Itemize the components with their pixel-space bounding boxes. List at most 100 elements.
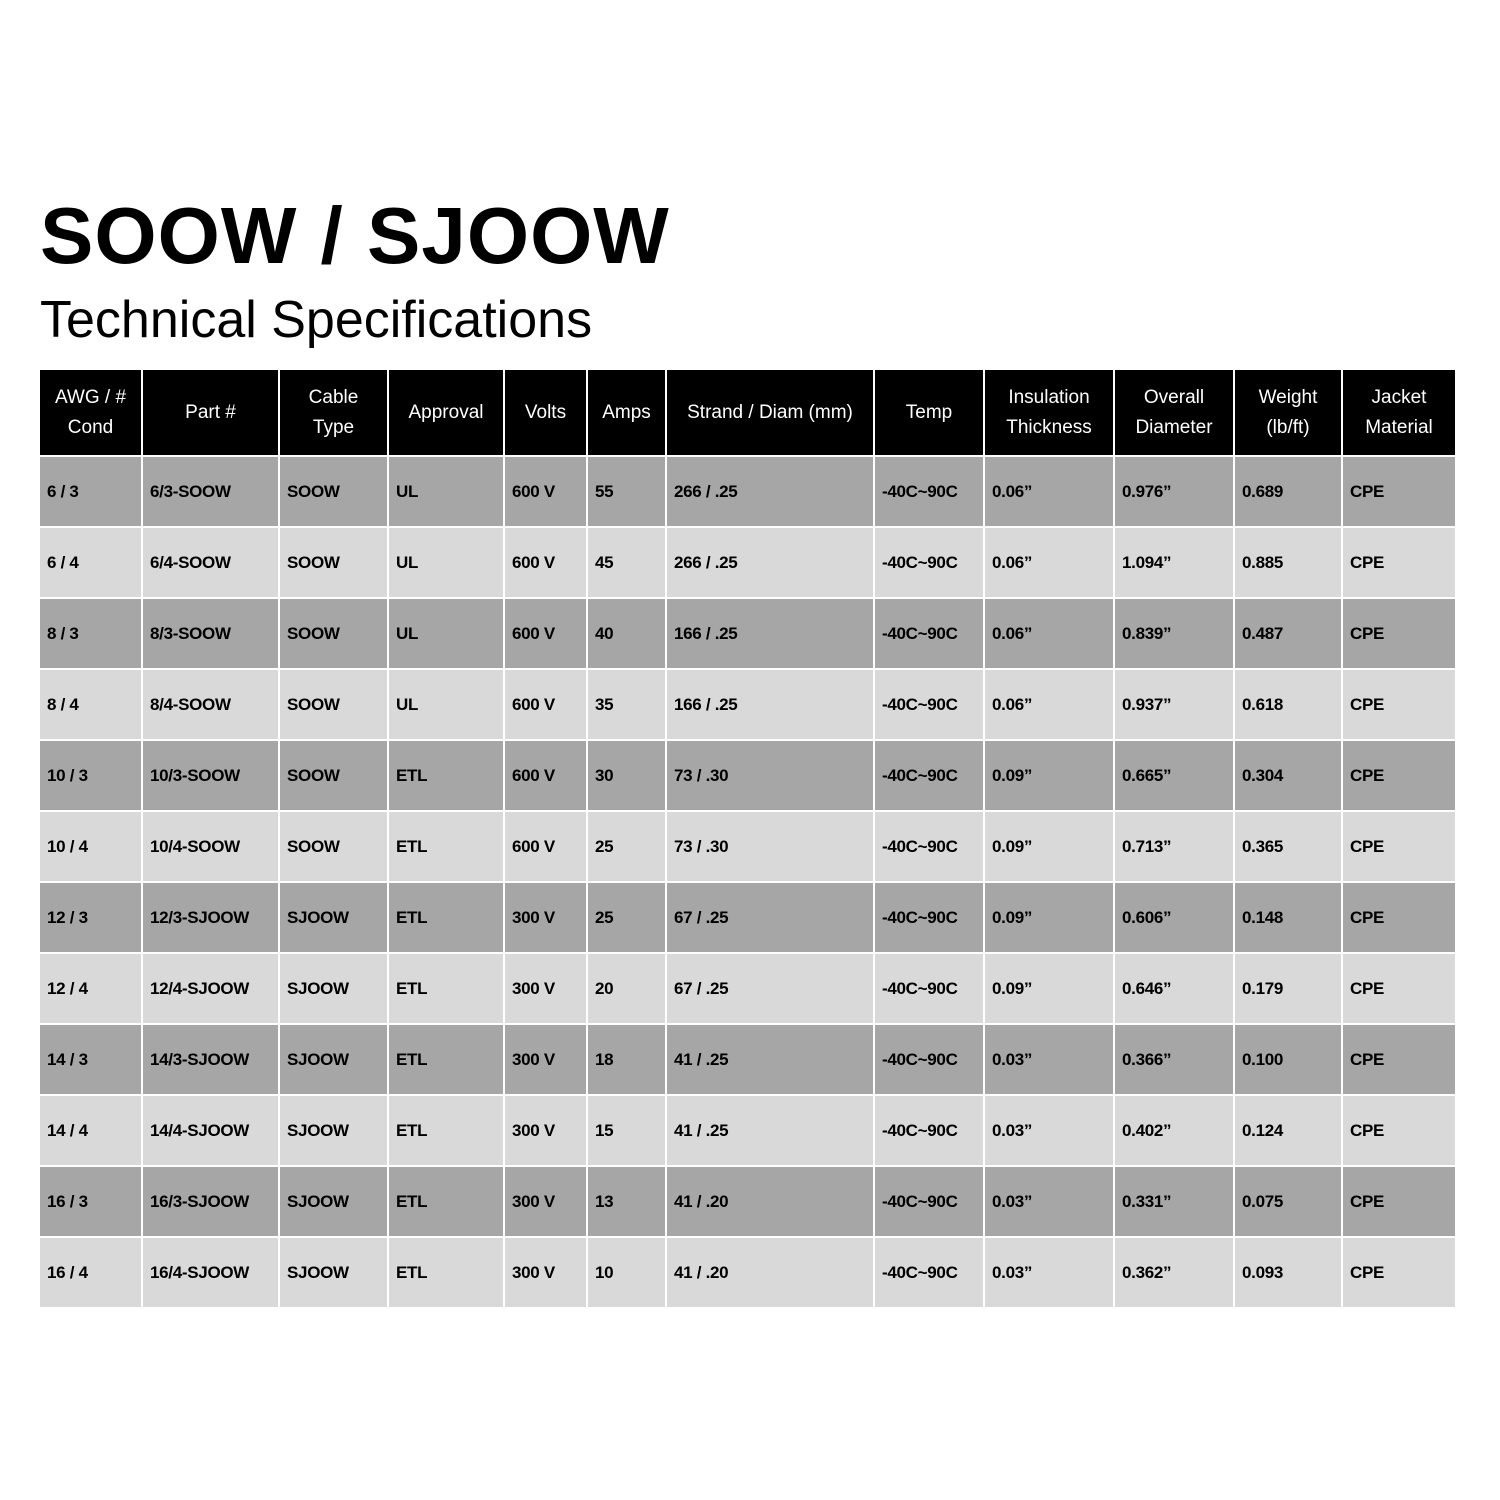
table-cell: CPE <box>1343 528 1455 597</box>
table-cell: SOOW <box>280 528 387 597</box>
column-header: Weight (lb/ft) <box>1235 370 1341 455</box>
table-cell: 0.09” <box>985 883 1113 952</box>
table-cell: 600 V <box>505 528 586 597</box>
table-cell: 12/4-SJOOW <box>143 954 278 1023</box>
table-cell: 10/4-SOOW <box>143 812 278 881</box>
table-cell: ETL <box>389 741 503 810</box>
table-cell: CPE <box>1343 1096 1455 1165</box>
table-cell: 12/3-SJOOW <box>143 883 278 952</box>
table-cell: 8 / 3 <box>40 599 141 668</box>
spec-table: AWG / # Cond Part # Cable Type Approval Volt… <box>40 370 1460 1307</box>
table-cell: 0.304 <box>1235 741 1341 810</box>
table-cell: SJOOW <box>280 954 387 1023</box>
table-cell: 10 / 4 <box>40 812 141 881</box>
table-cell: 67 / .25 <box>667 883 873 952</box>
table-cell: -40C~90C <box>875 1167 983 1236</box>
table-cell: 266 / .25 <box>667 528 873 597</box>
table-cell: -40C~90C <box>875 670 983 739</box>
table-cell: SOOW <box>280 741 387 810</box>
table-cell: CPE <box>1343 1167 1455 1236</box>
table-cell: SOOW <box>280 599 387 668</box>
table-cell: 0.839” <box>1115 599 1233 668</box>
table-cell: 0.09” <box>985 812 1113 881</box>
table-cell: 14/3-SJOOW <box>143 1025 278 1094</box>
table-cell: 25 <box>588 812 665 881</box>
column-header: Amps <box>588 370 665 455</box>
table-cell: -40C~90C <box>875 457 983 526</box>
table-cell: 0.618 <box>1235 670 1341 739</box>
column-header: Temp <box>875 370 983 455</box>
table-cell: 40 <box>588 599 665 668</box>
column-header: Approval <box>389 370 503 455</box>
table-cell: CPE <box>1343 599 1455 668</box>
table-cell: 0.885 <box>1235 528 1341 597</box>
table-cell: -40C~90C <box>875 883 983 952</box>
table-cell: ETL <box>389 1167 503 1236</box>
table-cell: 6 / 3 <box>40 457 141 526</box>
table-cell: 0.689 <box>1235 457 1341 526</box>
table-cell: 20 <box>588 954 665 1023</box>
table-cell: SOOW <box>280 457 387 526</box>
table-cell: 266 / .25 <box>667 457 873 526</box>
table-cell: 10 <box>588 1238 665 1307</box>
table-cell: 35 <box>588 670 665 739</box>
table-cell: 0.09” <box>985 954 1113 1023</box>
page-title: SOOW / SJOOW <box>40 191 670 280</box>
table-cell: 300 V <box>505 1238 586 1307</box>
table-cell: 0.03” <box>985 1025 1113 1094</box>
table-cell: -40C~90C <box>875 1238 983 1307</box>
table-cell: 0.06” <box>985 599 1113 668</box>
table-cell: CPE <box>1343 741 1455 810</box>
table-cell: 41 / .25 <box>667 1025 873 1094</box>
table-cell: 18 <box>588 1025 665 1094</box>
table-cell: 16 / 4 <box>40 1238 141 1307</box>
table-cell: -40C~90C <box>875 528 983 597</box>
column-header: AWG / # Cond <box>40 370 141 455</box>
table-cell: 10/3-SOOW <box>143 741 278 810</box>
table-cell: CPE <box>1343 1025 1455 1094</box>
table-cell: -40C~90C <box>875 599 983 668</box>
table-cell: 0.03” <box>985 1096 1113 1165</box>
table-cell: 0.03” <box>985 1238 1113 1307</box>
table-cell: -40C~90C <box>875 812 983 881</box>
table-cell: CPE <box>1343 670 1455 739</box>
table-cell: -40C~90C <box>875 1025 983 1094</box>
table-cell: 67 / .25 <box>667 954 873 1023</box>
table-cell: 0.06” <box>985 457 1113 526</box>
table-cell: CPE <box>1343 812 1455 881</box>
table-cell: SJOOW <box>280 883 387 952</box>
table-cell: 0.06” <box>985 528 1113 597</box>
table-cell: 0.09” <box>985 741 1113 810</box>
table-cell: 13 <box>588 1167 665 1236</box>
table-cell: 10 / 3 <box>40 741 141 810</box>
table-cell: 14/4-SJOOW <box>143 1096 278 1165</box>
table-cell: 41 / .25 <box>667 1096 873 1165</box>
table-cell: 0.124 <box>1235 1096 1341 1165</box>
table-cell: 0.665” <box>1115 741 1233 810</box>
table-cell: 0.937” <box>1115 670 1233 739</box>
column-header: Overall Diameter <box>1115 370 1233 455</box>
table-cell: 73 / .30 <box>667 812 873 881</box>
table-cell: 300 V <box>505 1096 586 1165</box>
table-cell: 0.075 <box>1235 1167 1341 1236</box>
table-cell: 300 V <box>505 1025 586 1094</box>
column-header: Strand / Diam (mm) <box>667 370 873 455</box>
table-cell: 41 / .20 <box>667 1167 873 1236</box>
column-header: Cable Type <box>280 370 387 455</box>
table-cell: 0.976” <box>1115 457 1233 526</box>
table-cell: -40C~90C <box>875 954 983 1023</box>
table-cell: 0.713” <box>1115 812 1233 881</box>
table-cell: 8/3-SOOW <box>143 599 278 668</box>
table-cell: 41 / .20 <box>667 1238 873 1307</box>
table-cell: CPE <box>1343 883 1455 952</box>
table-cell: SJOOW <box>280 1238 387 1307</box>
table-cell: 12 / 4 <box>40 954 141 1023</box>
table-cell: 30 <box>588 741 665 810</box>
table-cell: CPE <box>1343 457 1455 526</box>
table-cell: 0.365 <box>1235 812 1341 881</box>
table-cell: 8/4-SOOW <box>143 670 278 739</box>
table-cell: 300 V <box>505 1167 586 1236</box>
table-cell: 45 <box>588 528 665 597</box>
table-cell: 166 / .25 <box>667 670 873 739</box>
table-cell: 0.179 <box>1235 954 1341 1023</box>
